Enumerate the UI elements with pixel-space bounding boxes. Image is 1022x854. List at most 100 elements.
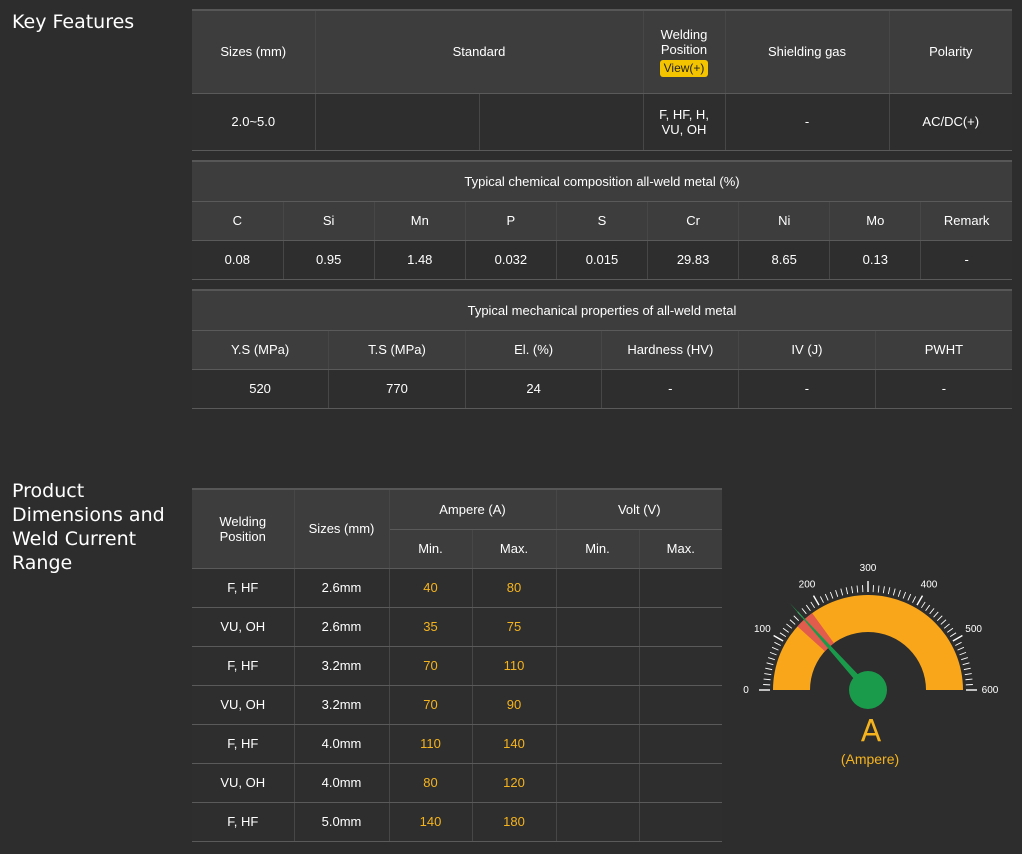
mech-value: 24	[464, 369, 603, 409]
table-row: F, HF 4.0mm 110 140	[192, 724, 722, 764]
gauge-tick	[892, 588, 896, 596]
volt-max-cell	[638, 724, 722, 764]
col-welding-position-header: Welding Position View(+)	[642, 9, 726, 94]
volt-max-header: Max.	[638, 529, 722, 569]
gauge-tick	[782, 627, 789, 633]
ampere-unit-symbol: A	[860, 714, 882, 749]
table-row: F, HF 2.6mm 40 80	[192, 568, 722, 608]
mech-col-header: PWHT	[874, 330, 1012, 370]
amp-min-cell: 70	[388, 646, 473, 686]
volt-min-cell	[555, 763, 640, 803]
volt-max-cell	[638, 607, 722, 647]
gauge-tick	[805, 604, 811, 611]
col-ampere-header: Ampere (A)	[388, 488, 557, 530]
amp-min-cell: 80	[388, 763, 473, 803]
mech-col-header: IV (J)	[738, 330, 876, 370]
mech-col-header: El. (%)	[464, 330, 603, 370]
col-volt-header: Volt (V)	[555, 488, 722, 530]
gauge-tick	[845, 587, 849, 595]
mech-col-header: T.S (MPa)	[328, 330, 466, 370]
polarity-value: AC/DC(+)	[888, 93, 1013, 151]
gauge-tick	[955, 641, 962, 646]
chem-col-header: C	[192, 201, 284, 241]
chem-col-header: Remark	[920, 201, 1012, 241]
col-shielding-gas-header: Shielding gas	[724, 9, 890, 94]
gauge-tick	[943, 623, 950, 629]
gauge-tick-label: 200	[799, 579, 816, 590]
chem-col-header: Ni	[738, 201, 831, 241]
gauge-arc	[773, 595, 963, 690]
standard-value-1	[314, 93, 480, 151]
amp-max-cell: 120	[471, 763, 557, 803]
key-features-title: Key Features	[12, 11, 135, 33]
amp-min-cell: 70	[388, 685, 473, 725]
gauge-tick	[773, 634, 784, 642]
chem-value: 0.032	[464, 240, 557, 280]
chem-value: 8.65	[738, 240, 831, 280]
gauge-tick	[952, 634, 963, 642]
gauge-tick-label: 100	[754, 624, 771, 635]
gauge-tick-label: 500	[965, 624, 982, 635]
mech-col-header: Y.S (MPa)	[192, 330, 330, 370]
gauge-tick	[940, 619, 947, 625]
gauge-tick	[897, 590, 901, 597]
gauge-tick	[929, 608, 935, 615]
gauge-tick	[851, 586, 854, 594]
gauge-tick	[947, 627, 954, 633]
size-cell: 2.6mm	[293, 607, 390, 647]
size-cell: 2.6mm	[293, 568, 390, 608]
ampere-gauge: 0 100 200 300 400 500 600	[743, 563, 999, 709]
amp-max-cell: 140	[471, 724, 557, 764]
volt-min-cell	[555, 646, 640, 686]
chem-col-header: Cr	[647, 201, 740, 241]
gauge-tick	[882, 586, 885, 594]
mech-col-header: Hardness (HV)	[601, 330, 740, 370]
volt-max-cell	[638, 763, 722, 803]
gauge-tick	[801, 608, 807, 615]
amp-max-cell: 90	[471, 685, 557, 725]
gauge-tick	[920, 601, 926, 609]
chem-value: 29.83	[647, 240, 740, 280]
gauge-tick	[887, 587, 891, 595]
chem-value: 0.95	[282, 240, 375, 280]
gauge-tick	[771, 646, 779, 651]
gauge-tick	[819, 596, 824, 603]
chem-value: 0.13	[829, 240, 922, 280]
amp-max-cell: 180	[471, 802, 557, 842]
volt-max-cell	[638, 568, 722, 608]
amp-max-cell: 75	[471, 607, 557, 647]
mechanical-properties-table: Typical mechanical properties of all-wel…	[192, 289, 1012, 409]
col-sizes-header: Sizes (mm)	[293, 488, 390, 569]
mechanical-table-title: Typical mechanical properties of all-wel…	[192, 289, 1012, 331]
volt-min-cell	[555, 607, 640, 647]
volt-max-cell	[638, 685, 722, 725]
key-features-table: Sizes (mm) Standard Welding Position Vie…	[192, 9, 1013, 151]
col-polarity-header: Polarity	[888, 9, 1013, 94]
volt-min-header: Min.	[555, 529, 640, 569]
chemical-header-row: C Si Mn P S Cr Ni Mo Remark	[192, 201, 1012, 241]
mech-value: -	[738, 369, 876, 409]
gauge-tick	[916, 595, 924, 606]
gauge-tick	[810, 601, 816, 609]
gauge-tick	[964, 673, 972, 676]
gauge-tick	[840, 588, 844, 596]
shielding-gas-value: -	[724, 93, 890, 151]
volt-max-cell	[638, 802, 722, 842]
gauge-tick	[765, 667, 773, 671]
volt-min-cell	[555, 568, 640, 608]
sizes-value: 2.0~5.0	[192, 93, 316, 151]
amp-min-cell: 40	[388, 568, 473, 608]
gauge-needle	[789, 603, 871, 693]
gauge-tick	[793, 615, 800, 622]
gauge-tick-label: 400	[921, 579, 938, 590]
gauge-tick	[829, 591, 834, 599]
gauge-tick	[856, 585, 859, 593]
gauge-tick	[936, 615, 943, 622]
view-button[interactable]: View(+)	[659, 59, 709, 77]
chem-col-header: Mn	[373, 201, 466, 241]
chem-col-header: Mo	[829, 201, 922, 241]
table-row: F, HF 5.0mm 140 180	[192, 802, 722, 842]
welding-position-value: F, HF, H, VU, OH	[642, 93, 726, 151]
gauge-tick	[763, 678, 771, 681]
chem-col-header: P	[464, 201, 557, 241]
